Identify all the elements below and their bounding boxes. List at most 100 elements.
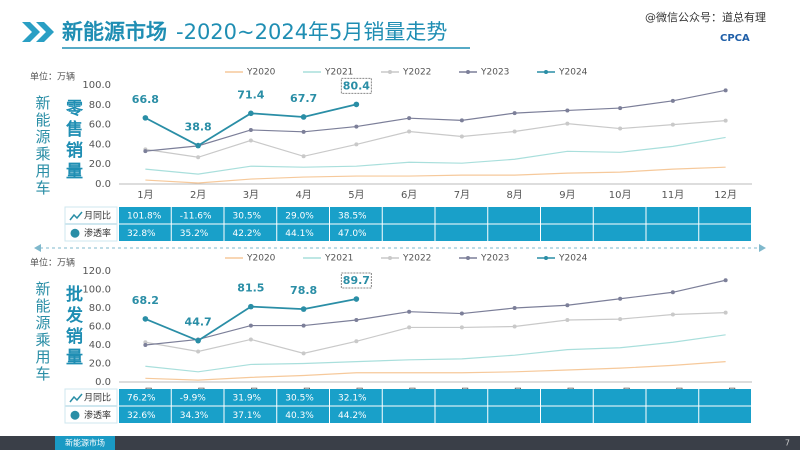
data-label: 66.8 bbox=[132, 93, 159, 106]
data-label: 89.7 bbox=[343, 274, 370, 287]
legend-label: Y2020 bbox=[246, 254, 276, 264]
unit: 单位：万辆 bbox=[30, 257, 75, 269]
data-point bbox=[723, 278, 728, 283]
series-line bbox=[145, 120, 726, 158]
label-box bbox=[340, 77, 372, 94]
data-point bbox=[670, 290, 675, 295]
data-label: 38.8 bbox=[185, 121, 212, 134]
data-point bbox=[301, 323, 306, 328]
page-number: 7 bbox=[785, 439, 790, 448]
table-cell bbox=[224, 389, 277, 406]
legend-label: Y2023 bbox=[480, 68, 509, 78]
y-tick-label: 20.0 bbox=[89, 359, 111, 370]
legend-marker bbox=[466, 70, 470, 74]
data-point bbox=[512, 129, 517, 134]
table-value: 47.0% bbox=[338, 229, 367, 239]
row-label-cell bbox=[64, 224, 118, 242]
data-point bbox=[459, 325, 464, 330]
x-tick-label: 7月 bbox=[454, 189, 470, 201]
data-point bbox=[353, 101, 360, 108]
y-tick-label: 120.0 bbox=[82, 266, 111, 277]
title-rest: -2020~2024年5月销量走势 bbox=[176, 20, 447, 44]
data-point bbox=[670, 312, 675, 317]
row-icon bbox=[69, 393, 83, 403]
data-point bbox=[565, 303, 570, 308]
row-icon bbox=[70, 228, 80, 238]
table-value: 31.9% bbox=[233, 393, 262, 403]
series-line bbox=[145, 166, 726, 184]
data-point bbox=[248, 337, 253, 342]
row-label: 月同比 bbox=[84, 209, 111, 221]
footer-tab[interactable] bbox=[55, 436, 115, 450]
unit: 单位：万辆 bbox=[30, 71, 75, 83]
data-point bbox=[512, 324, 517, 329]
table-cell bbox=[541, 207, 593, 224]
data-point bbox=[248, 138, 253, 143]
table-cell bbox=[646, 224, 699, 241]
table-cell bbox=[699, 406, 751, 423]
row-label: 月同比 bbox=[84, 391, 111, 403]
data-point bbox=[565, 108, 570, 113]
table-cell bbox=[171, 224, 224, 241]
table-cell bbox=[593, 406, 646, 423]
y-tick-label: 100.0 bbox=[82, 80, 111, 91]
x-tick-label: 2月 bbox=[190, 189, 206, 201]
legend-label: Y2021 bbox=[324, 68, 353, 78]
series-line bbox=[145, 312, 726, 354]
table-cell bbox=[699, 224, 751, 241]
table-cell bbox=[171, 207, 224, 224]
data-point bbox=[142, 316, 149, 322]
data-point bbox=[354, 318, 359, 323]
data-point bbox=[354, 339, 359, 344]
table-value: 30.5% bbox=[285, 393, 314, 403]
data-point bbox=[618, 126, 623, 131]
data-point bbox=[196, 349, 201, 354]
legend-label: Y2024 bbox=[558, 68, 588, 78]
row-label: 渗透率 bbox=[84, 227, 111, 239]
x-tick-label: 9月 bbox=[559, 189, 575, 201]
footer-tab-label[interactable]: 新能源市场 bbox=[65, 438, 105, 448]
row-label-cell bbox=[64, 388, 118, 406]
table-cell bbox=[277, 406, 329, 423]
table-value: 42.2% bbox=[233, 229, 262, 239]
data-point bbox=[196, 155, 201, 160]
table-cell bbox=[646, 389, 699, 406]
series-line bbox=[145, 136, 726, 175]
x-tick-label: 3月 bbox=[243, 189, 259, 201]
table-cell bbox=[119, 224, 171, 241]
data-point bbox=[459, 311, 464, 316]
y-tick-label: 0.0 bbox=[95, 377, 111, 388]
table-cell bbox=[382, 389, 435, 406]
table-cell bbox=[699, 207, 751, 224]
table-cell bbox=[171, 406, 224, 423]
legend-label: Y2020 bbox=[246, 68, 276, 78]
table-value: 44.2% bbox=[338, 411, 367, 421]
table-value: 32.8% bbox=[127, 229, 156, 239]
data-point bbox=[565, 318, 570, 323]
data-point bbox=[723, 310, 728, 315]
table-cell bbox=[593, 224, 646, 241]
row-icon bbox=[70, 410, 80, 420]
table-cell bbox=[435, 207, 488, 224]
table-cell bbox=[593, 389, 646, 406]
data-point bbox=[301, 351, 306, 356]
data-point bbox=[354, 124, 359, 129]
table-value: 32.1% bbox=[338, 393, 367, 403]
data-label: 78.8 bbox=[290, 284, 317, 297]
legend-marker bbox=[544, 256, 548, 260]
table-cell bbox=[488, 406, 540, 423]
data-label: 68.2 bbox=[132, 294, 159, 307]
table-cell bbox=[488, 207, 540, 224]
data-label: 71.4 bbox=[237, 88, 264, 101]
data-point bbox=[512, 111, 517, 116]
table-cell bbox=[541, 224, 593, 241]
data-point bbox=[195, 337, 201, 344]
y-tick-label: 80.0 bbox=[89, 303, 111, 314]
table-value: 34.3% bbox=[180, 411, 209, 421]
table-cell bbox=[171, 389, 224, 406]
data-point bbox=[670, 122, 675, 127]
data-point bbox=[142, 115, 149, 121]
data-point bbox=[354, 142, 359, 147]
table-cell bbox=[646, 207, 699, 224]
y-tick-label: 20.0 bbox=[89, 159, 111, 170]
